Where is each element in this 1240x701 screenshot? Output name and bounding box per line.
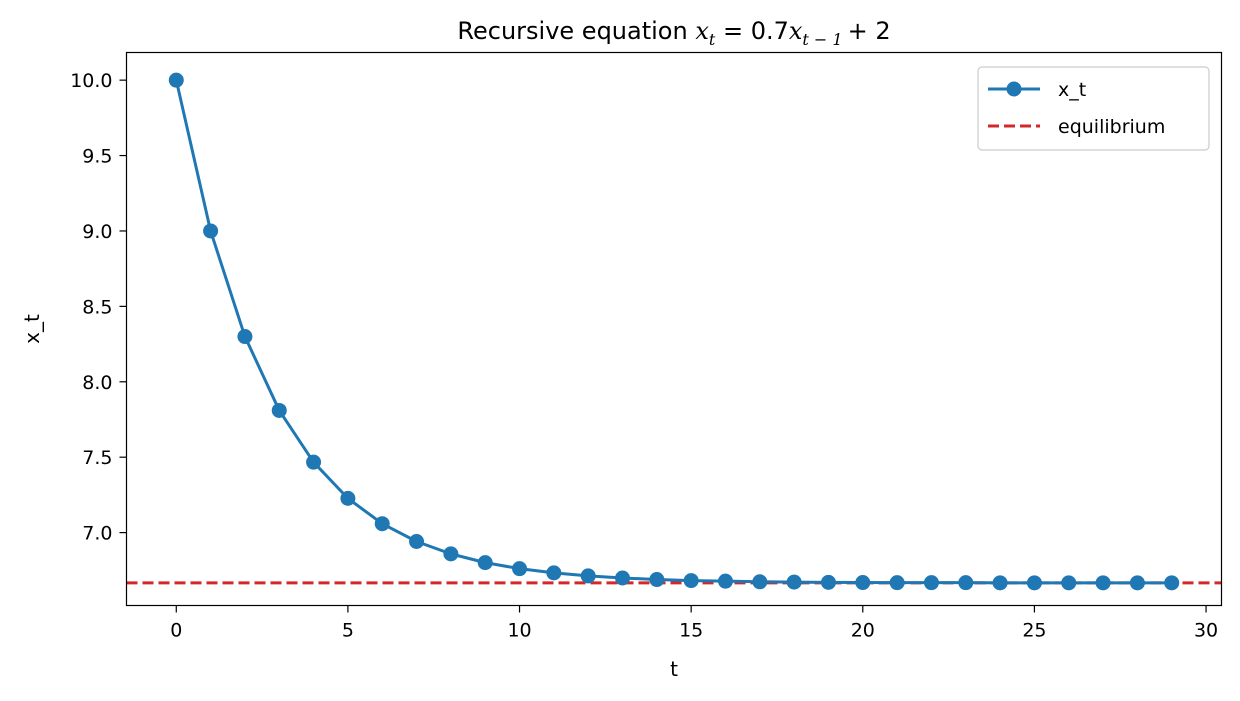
data-point: [546, 565, 562, 581]
y-axis: 7.0 7.5 8.0 8.5 9.0 9.5 10.0: [70, 70, 127, 545]
data-point: [820, 574, 836, 590]
data-point: [1129, 575, 1145, 591]
data-point: [615, 570, 631, 586]
y-tick-label: 9.0: [82, 221, 112, 243]
data-point: [717, 573, 733, 589]
data-point: [1026, 575, 1042, 591]
data-point: [649, 572, 665, 588]
x-tick-label: 25: [1022, 620, 1046, 642]
data-point: [923, 575, 939, 591]
chart-title-rhs-sub: t − 1: [802, 30, 842, 49]
data-point: [1095, 575, 1111, 591]
x-axis: 0 5 10 15 20 25 30: [170, 605, 1218, 642]
data-point: [374, 516, 390, 532]
data-point: [409, 534, 425, 550]
data-point: [752, 574, 768, 590]
data-point: [203, 223, 219, 239]
axes-frame: [125, 51, 1223, 607]
data-point: [992, 575, 1008, 591]
y-tick-label: 9.5: [82, 146, 112, 168]
legend-label-x_t: x_t: [1058, 79, 1086, 101]
x-tick-label: 15: [679, 620, 703, 642]
chart-title-rhs-tail: + 2: [848, 17, 891, 45]
data-point: [855, 575, 871, 591]
data-point: [477, 555, 493, 571]
data-point: [580, 568, 596, 584]
data-point: [306, 454, 322, 470]
y-tick-label: 10.0: [70, 70, 112, 92]
data-point: [237, 329, 253, 345]
plot-area: [126, 72, 1222, 591]
chart-title: Recursive equation xt = 0.7xt − 1 + 2: [457, 17, 890, 49]
legend-label-equilibrium: equilibrium: [1058, 116, 1165, 138]
data-point: [1061, 575, 1077, 591]
x-tick-label: 5: [342, 620, 354, 642]
y-axis-label: x_t: [20, 314, 44, 344]
x-axis-label: t: [670, 657, 678, 681]
legend: x_t equilibrium: [977, 66, 1210, 151]
y-tick-label: 7.5: [82, 447, 112, 469]
y-tick-label: 7.0: [82, 523, 112, 545]
chart-title-rhs-var: x: [789, 17, 803, 45]
chart-title-lhs-sub: t: [709, 30, 716, 49]
x-tick-label: 0: [170, 620, 182, 642]
y-tick-label: 8.0: [82, 372, 112, 394]
data-point: [1164, 575, 1180, 591]
data-point: [889, 575, 905, 591]
x-tick-label: 20: [851, 620, 875, 642]
data-point: [271, 402, 287, 418]
legend-marker-x_t: [1006, 81, 1022, 97]
data-point: [340, 490, 356, 506]
x-tick-label: 30: [1194, 620, 1218, 642]
y-tick-label: 8.5: [82, 296, 112, 318]
data-point: [958, 575, 974, 591]
chart-title-rhs-coef: 0.7: [751, 17, 789, 45]
data-point: [443, 546, 459, 562]
data-point: [786, 574, 802, 590]
data-point: [512, 561, 528, 577]
chart-title-lhs-var: x: [695, 17, 709, 45]
x-tick-label: 10: [507, 620, 531, 642]
data-point: [683, 573, 699, 589]
data-point: [168, 72, 184, 88]
chart-title-prefix: Recursive equation: [457, 17, 695, 45]
